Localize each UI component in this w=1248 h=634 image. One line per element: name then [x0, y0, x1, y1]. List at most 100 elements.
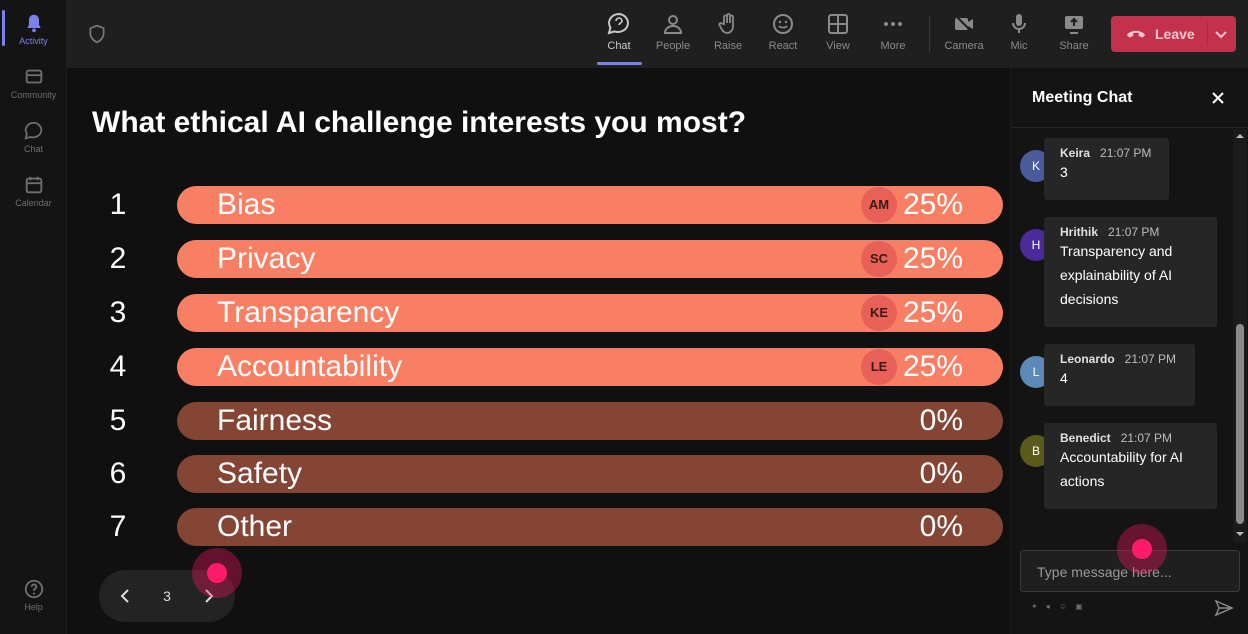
voter-avatar: KE [861, 295, 897, 331]
format-toolbar: ✦ ● ☺ ▣ [1031, 602, 1086, 611]
toolbar-label: View [826, 40, 850, 52]
chevron-left-icon[interactable] [115, 586, 135, 606]
smiley-icon [773, 14, 793, 34]
option-number: 3 [109, 296, 127, 329]
sender-name: Hrithik [1060, 225, 1099, 239]
scrollbar-thumb[interactable] [1236, 324, 1244, 524]
option-bar: Fairness 0% [177, 402, 1003, 440]
toolbar-people-button[interactable]: People [648, 12, 698, 52]
click-indicator [1117, 524, 1167, 574]
option-label: Privacy [217, 242, 316, 275]
toolbar-react-button[interactable]: React [758, 12, 808, 52]
chat-bubble-icon [607, 12, 629, 35]
poll-option-row: 7 Other 0% [67, 508, 1010, 546]
toolbar-label: Raise [713, 40, 743, 52]
message-time: 21:07 PM [1120, 431, 1173, 445]
option-percent: 25% [902, 242, 963, 275]
chat-title: Meeting Chat [1032, 89, 1133, 106]
toolbar-label: Camera [944, 40, 984, 52]
toolbar-mic-button[interactable]: Mic [994, 12, 1044, 52]
close-icon[interactable] [1210, 90, 1226, 106]
message-header: Hrithik 21:07 PM [1060, 225, 1201, 239]
toolbar-label: Chat [607, 40, 631, 52]
toolbar-raise-button[interactable]: Raise [703, 12, 753, 52]
avatar-initial: L [1032, 365, 1040, 379]
meeting-chat-panel: Meeting Chat K Keira 21:07 PM 3 H Hrithik… [1010, 68, 1248, 634]
poll-option-row: 6 Safety 0% [67, 455, 1010, 493]
option-percent: 0% [919, 457, 963, 490]
message-text: Accountability for AI actions [1060, 449, 1183, 489]
chat-message: Leonardo 21:07 PM 4 [1044, 344, 1195, 406]
option-percent: 0% [919, 404, 963, 437]
option-bar: Transparency KE 25% [177, 294, 1003, 332]
toolbar-label: React [768, 40, 798, 52]
option-number: 7 [109, 510, 127, 543]
chat-message: Hrithik 21:07 PM Transparency and explain… [1044, 217, 1217, 327]
toolbar-divider [929, 16, 930, 52]
rail-item-label: Help [24, 602, 43, 612]
toolbar-more-button[interactable]: More [868, 12, 918, 52]
scroll-up-arrow-icon[interactable] [1236, 132, 1244, 140]
rail-item-activity[interactable]: Activity [0, 12, 67, 46]
page-number: 3 [163, 588, 171, 604]
gif-icon[interactable]: ▣ [1075, 602, 1086, 611]
bell-icon [27, 14, 40, 33]
scroll-down-arrow-icon[interactable] [1236, 530, 1244, 538]
option-label: Transparency [217, 296, 400, 329]
rail-active-indicator [2, 10, 5, 46]
message-list: K Keira 21:07 PM 3 H Hrithik 21:07 PM Tran… [1011, 130, 1233, 542]
send-icon[interactable] [1214, 599, 1234, 617]
message-time: 21:07 PM [1124, 352, 1177, 366]
leave-divider [1207, 22, 1208, 46]
toolbar-chat-button[interactable]: Chat [594, 12, 644, 52]
rail-item-chat[interactable]: Chat [0, 120, 67, 154]
option-label: Accountability [217, 350, 403, 383]
raise-hand-icon [718, 13, 734, 34]
message-time: 21:07 PM [1108, 225, 1160, 239]
toolbar-camera-button[interactable]: Camera [939, 12, 989, 52]
chevron-right-icon[interactable] [199, 586, 219, 606]
toolbar-view-button[interactable]: View [813, 12, 863, 52]
app-rail: Activity Community Chat Calendar Help [0, 0, 67, 634]
message-header: Benedict 21:07 PM [1060, 431, 1201, 445]
grid-view-icon [828, 14, 848, 34]
message-input-placeholder: Type message here... [1037, 564, 1172, 580]
format-text-icon[interactable]: ✦ [1031, 602, 1041, 611]
option-bar: Bias AM 25% [177, 186, 1003, 224]
leave-button[interactable]: Leave [1111, 16, 1236, 52]
emoji-icon[interactable]: ☺ [1059, 602, 1071, 611]
option-percent: 25% [902, 350, 963, 383]
option-bar: Other 0% [177, 508, 1003, 546]
message-time: 21:07 PM [1100, 146, 1152, 160]
leave-label: Leave [1155, 26, 1195, 42]
message-input[interactable]: Type message here... [1020, 550, 1240, 592]
toolbar-label: More [880, 40, 906, 52]
option-number: 5 [109, 404, 127, 437]
option-label: Bias [217, 188, 276, 221]
chat-scrollbar[interactable] [1233, 130, 1247, 542]
toolbar-share-button[interactable]: Share [1049, 12, 1099, 52]
hang-up-icon [1126, 30, 1146, 38]
option-label: Other [217, 510, 293, 543]
chat-bubble-icon [23, 121, 42, 140]
rail-item-calendar[interactable]: Calendar [0, 174, 67, 208]
chevron-down-icon[interactable] [1213, 26, 1229, 42]
rail-item-community[interactable]: Community [0, 66, 67, 100]
message-header: Keira 21:07 PM [1060, 146, 1153, 160]
attach-icon[interactable]: ● [1045, 602, 1054, 611]
rail-item-label: Community [10, 90, 57, 100]
option-bar: Accountability LE 25% [177, 348, 1003, 386]
chat-message: Keira 21:07 PM 3 [1044, 138, 1169, 200]
calendar-icon [25, 176, 42, 194]
sender-name: Keira [1060, 146, 1091, 160]
rail-item-label: Calendar [15, 198, 52, 208]
shield-icon[interactable] [87, 24, 107, 44]
person-icon [663, 15, 683, 34]
option-label: Fairness [217, 404, 333, 437]
rail-item-help[interactable]: Help [0, 578, 67, 612]
chat-message: Benedict 21:07 PM Accountability for AI a… [1044, 423, 1217, 509]
option-number: 4 [109, 350, 127, 383]
voter-avatar: SC [861, 241, 897, 277]
option-label: Safety [217, 457, 303, 490]
option-bar: Safety 0% [177, 455, 1003, 493]
